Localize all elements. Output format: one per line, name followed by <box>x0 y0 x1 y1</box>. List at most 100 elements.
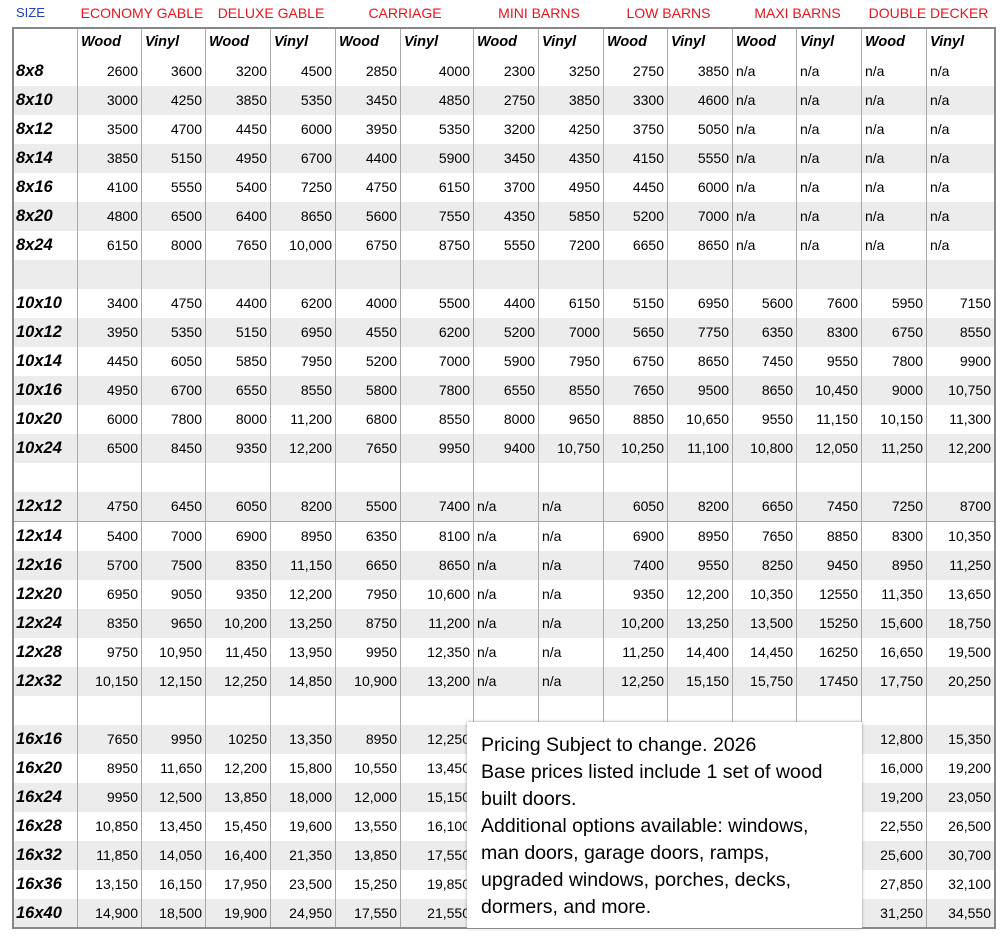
price-cell: 15,150 <box>668 666 733 697</box>
blank-cell <box>206 695 271 726</box>
price-cell: 6150 <box>78 231 142 262</box>
price-cell: 14,850 <box>271 666 336 697</box>
price-cell: 14,050 <box>142 840 206 871</box>
price-cell: 4000 <box>336 289 401 320</box>
price-cell: 8950 <box>336 724 401 755</box>
price-cell: 5350 <box>142 318 206 349</box>
price-cell: 8950 <box>271 521 336 552</box>
price-cell: 6650 <box>733 492 797 523</box>
material-header: Vinyl <box>668 28 733 59</box>
price-cell: 4450 <box>604 173 668 204</box>
price-cell: 13,250 <box>668 608 733 639</box>
price-cell: 11,650 <box>142 753 206 784</box>
price-cell: 5850 <box>206 347 271 378</box>
blank-cell <box>13 695 78 726</box>
price-cell: 6500 <box>142 202 206 233</box>
price-cell: n/a <box>733 231 797 262</box>
material-header: Wood <box>474 28 539 59</box>
price-cell: 5500 <box>336 492 401 523</box>
price-cell: 10,150 <box>78 666 142 697</box>
blank-cell <box>336 695 401 726</box>
price-cell: 5700 <box>78 550 142 581</box>
price-cell: 9400 <box>474 434 539 465</box>
price-cell: 8000 <box>206 405 271 436</box>
price-cell: 14,900 <box>78 898 142 929</box>
price-cell: 8650 <box>668 231 733 262</box>
price-cell: 4350 <box>474 202 539 233</box>
price-cell: 8950 <box>668 521 733 552</box>
style-header: CARRIAGE <box>368 5 442 21</box>
price-cell: 8550 <box>539 376 604 407</box>
price-cell: 4950 <box>206 144 271 175</box>
price-cell: n/a <box>862 144 927 175</box>
material-header: Wood <box>336 28 401 59</box>
price-cell: 8850 <box>797 521 862 552</box>
price-cell: 24,950 <box>271 898 336 929</box>
price-cell: 7000 <box>539 318 604 349</box>
price-cell: 6050 <box>206 492 271 523</box>
blank-cell <box>927 260 995 291</box>
price-cell: 12,200 <box>271 579 336 610</box>
price-cell: 3850 <box>78 144 142 175</box>
price-cell: 16,100 <box>401 811 474 842</box>
price-cell: 15,150 <box>401 782 474 813</box>
price-cell: 7500 <box>142 550 206 581</box>
price-cell: 4350 <box>539 144 604 175</box>
price-cell: 6700 <box>271 144 336 175</box>
price-cell: 12,250 <box>206 666 271 697</box>
price-cell: n/a <box>733 86 797 117</box>
price-cell: 7650 <box>78 724 142 755</box>
price-cell: 12,000 <box>336 782 401 813</box>
price-cell: 3500 <box>78 115 142 146</box>
price-cell: n/a <box>927 57 995 88</box>
price-cell: n/a <box>862 115 927 146</box>
material-header: Vinyl <box>927 28 995 59</box>
size-label: 8x10 <box>13 86 78 117</box>
price-cell: 5200 <box>336 347 401 378</box>
price-cell: 5550 <box>142 173 206 204</box>
size-label: 16x20 <box>13 753 78 784</box>
price-cell: 3450 <box>474 144 539 175</box>
blank-cell <box>401 695 474 726</box>
price-cell: 17,750 <box>862 666 927 697</box>
blank-cell <box>13 28 78 59</box>
price-cell: n/a <box>927 231 995 262</box>
blank-cell <box>539 463 604 494</box>
price-cell: 17,950 <box>206 869 271 900</box>
size-label: 10x16 <box>13 376 78 407</box>
blank-cell <box>474 463 539 494</box>
price-cell: 9500 <box>668 376 733 407</box>
price-cell: 8100 <box>401 521 474 552</box>
price-cell: n/a <box>733 57 797 88</box>
price-cell: 10,850 <box>78 811 142 842</box>
price-cell: 5850 <box>539 202 604 233</box>
price-cell: 3850 <box>539 86 604 117</box>
price-cell: 19,200 <box>862 782 927 813</box>
material-header: Vinyl <box>797 28 862 59</box>
price-cell: 10,900 <box>336 666 401 697</box>
price-cell: 6900 <box>604 521 668 552</box>
price-cell: 9950 <box>142 724 206 755</box>
price-cell: 19,900 <box>206 898 271 929</box>
price-cell: 8850 <box>604 405 668 436</box>
blank-cell <box>271 463 336 494</box>
price-cell: 6400 <box>206 202 271 233</box>
price-cell: 13,950 <box>271 637 336 668</box>
price-cell: n/a <box>539 579 604 610</box>
blank-cell <box>539 260 604 291</box>
price-cell: 5550 <box>668 144 733 175</box>
price-cell: 16,400 <box>206 840 271 871</box>
price-cell: 5600 <box>336 202 401 233</box>
price-cell: 7950 <box>271 347 336 378</box>
price-cell: 11,150 <box>271 550 336 581</box>
price-cell: 11,250 <box>862 434 927 465</box>
price-cell: 7600 <box>797 289 862 320</box>
price-cell: 6900 <box>206 521 271 552</box>
price-cell: 16,150 <box>142 869 206 900</box>
price-cell: 5200 <box>604 202 668 233</box>
price-cell: 13,650 <box>927 579 995 610</box>
price-cell: 5400 <box>206 173 271 204</box>
price-cell: 13,450 <box>142 811 206 842</box>
price-cell: 15,750 <box>733 666 797 697</box>
price-cell: 10,200 <box>604 608 668 639</box>
